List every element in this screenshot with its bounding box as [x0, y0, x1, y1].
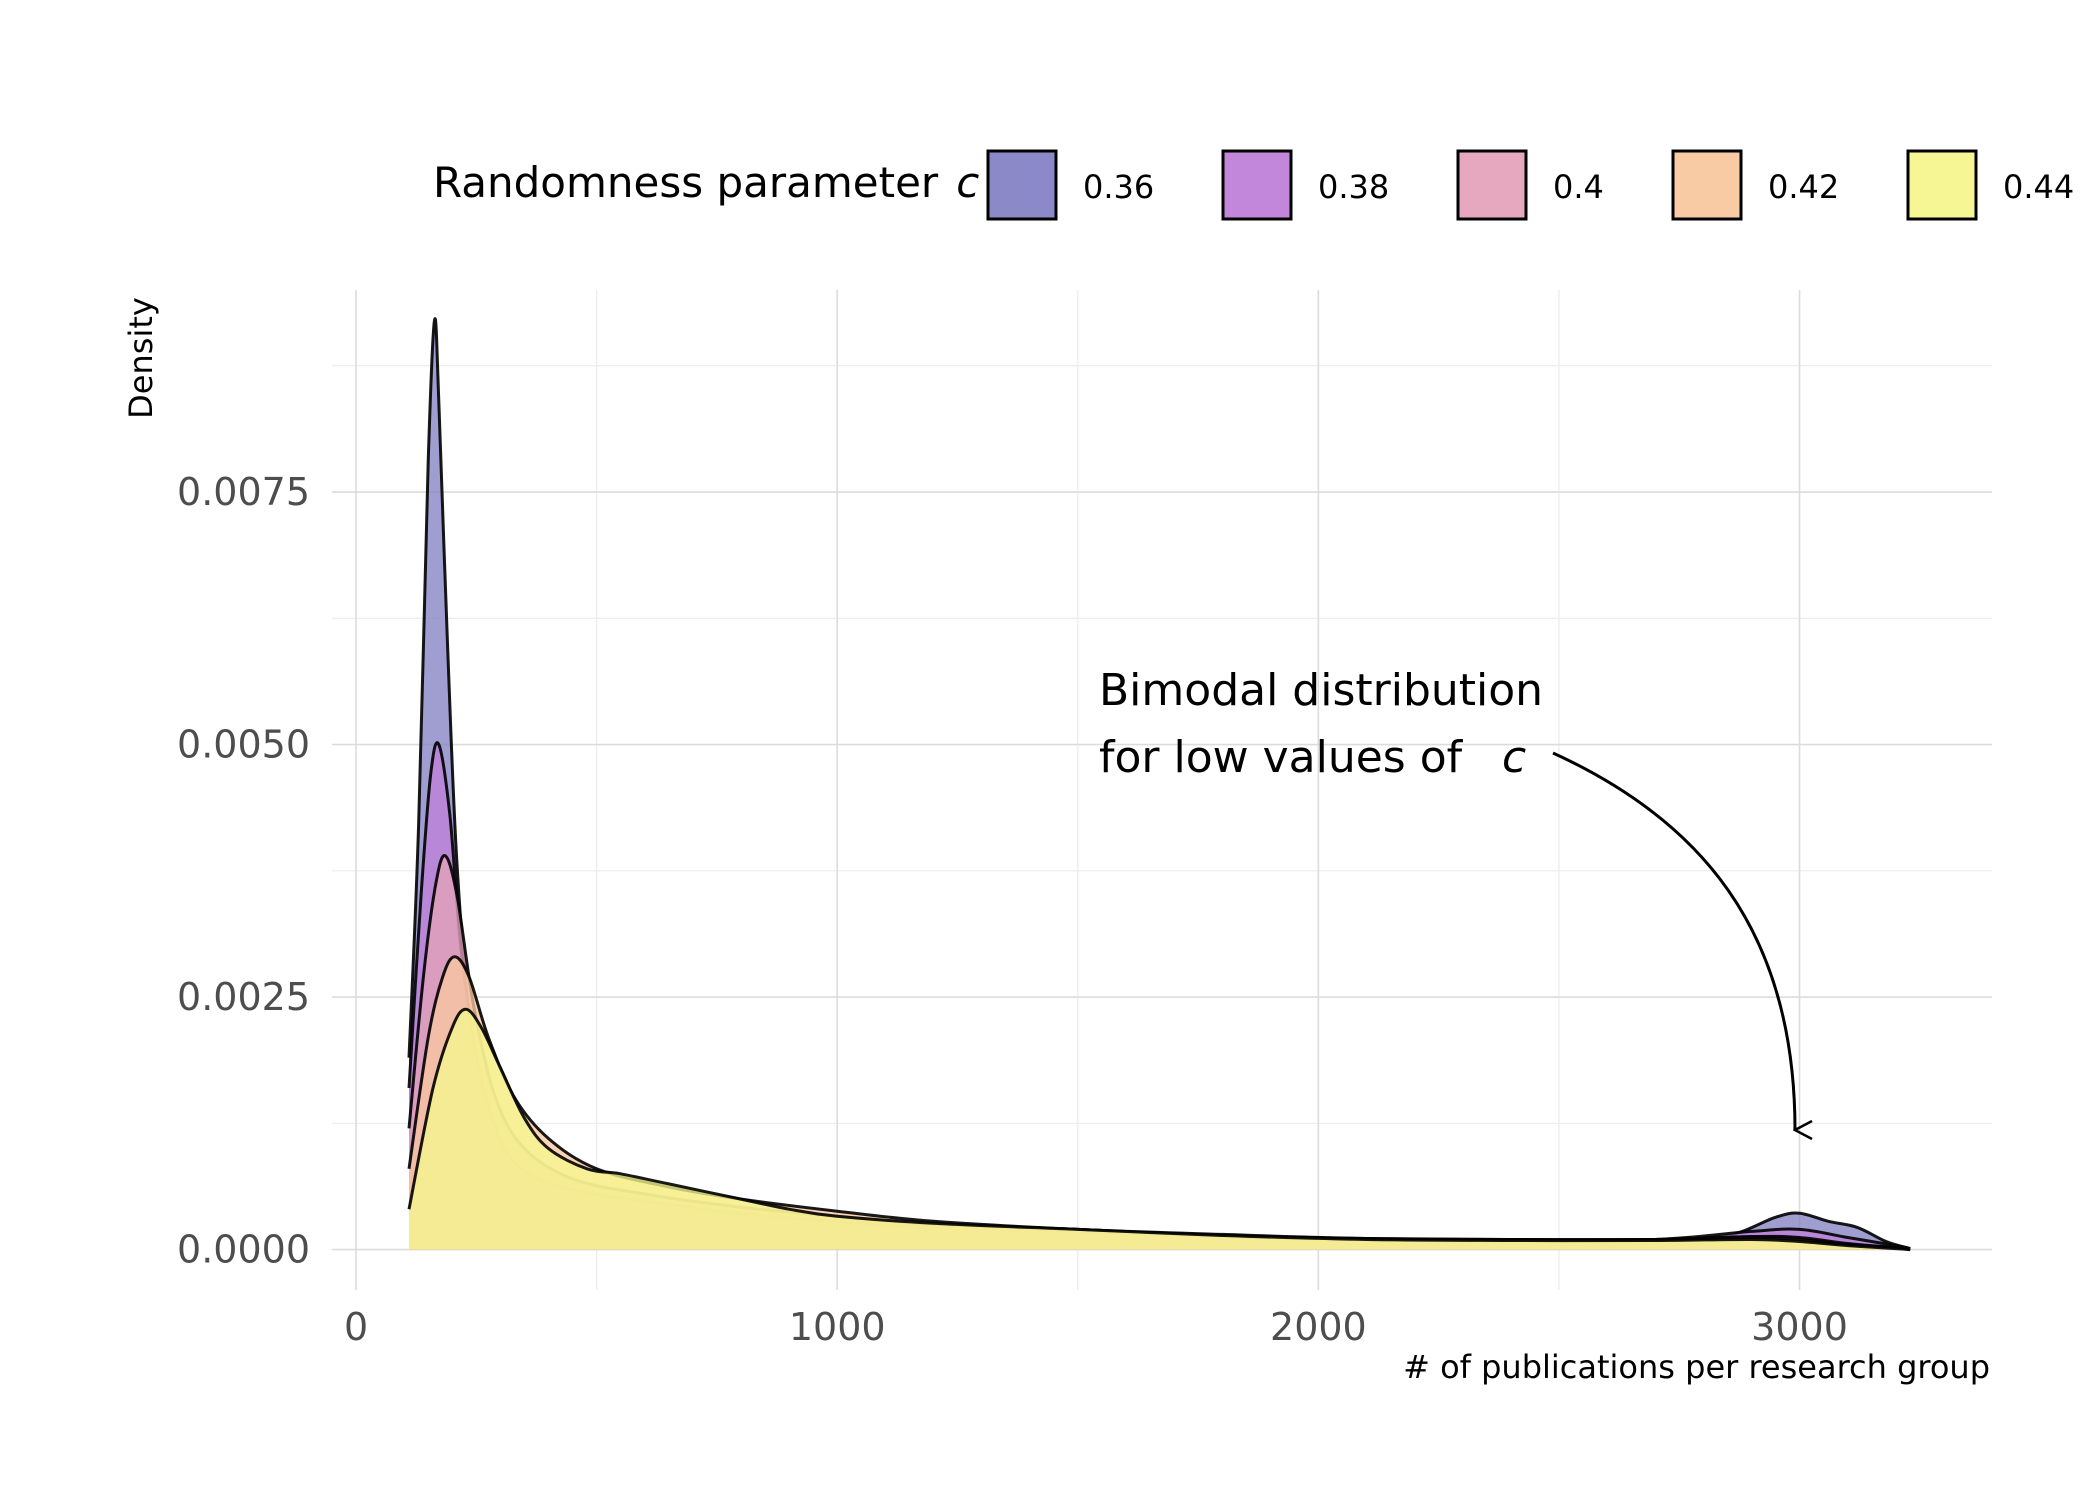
legend-label-0.36: 0.36 — [1083, 168, 1154, 206]
grid-lines — [332, 290, 1992, 1290]
x-tick-labels: 0 1000 2000 3000 — [344, 1305, 1848, 1349]
legend-label-0.38: 0.38 — [1318, 168, 1389, 206]
y-tick-label: 0.0025 — [177, 975, 310, 1019]
y-tick-label: 0.0000 — [177, 1228, 310, 1272]
density-line-0.38 — [407, 741, 1911, 1251]
annotation-arrow — [1552, 751, 1795, 1130]
y-tick-label: 0.0050 — [177, 723, 310, 767]
density-area-0.44 — [409, 1009, 1911, 1250]
annotation: Bimodal distribution for low values of c — [1099, 665, 1795, 1130]
legend-swatch-0.42 — [1671, 149, 1743, 221]
legend-label-0.42: 0.42 — [1768, 168, 1839, 206]
legend-label-0.44: 0.44 — [2003, 168, 2074, 206]
x-tick-label: 1000 — [789, 1305, 886, 1349]
legend-swatch-0.36 — [986, 149, 1058, 221]
y-axis-title: Density — [122, 297, 160, 419]
x-axis-title: # of publications per research group — [1403, 1348, 1990, 1386]
legend-swatch-0.44 — [1906, 149, 1978, 221]
density-area-0.36 — [409, 318, 1911, 1250]
annotation-line-2: for low values of — [1099, 732, 1464, 783]
x-tick-label: 0 — [344, 1305, 368, 1349]
x-tick-label: 2000 — [1270, 1305, 1367, 1349]
density-area-0.38 — [409, 742, 1911, 1250]
annotation-symbol: c — [1502, 732, 1526, 783]
legend-title-symbol: c — [956, 158, 979, 207]
legend-items: 0.36 0.38 0.4 0.42 0.44 — [986, 149, 2074, 221]
legend: Randomness parameter c 0.36 0.38 0.4 0.42 0.4… — [433, 149, 2074, 221]
annotation-line-1: Bimodal distribution — [1099, 665, 1543, 716]
legend-title: Randomness parameter c — [433, 158, 979, 207]
legend-swatch-0.4 — [1456, 149, 1528, 221]
legend-label-0.4: 0.4 — [1553, 168, 1604, 206]
y-tick-label: 0.0075 — [177, 470, 310, 514]
density-areas — [407, 317, 1911, 1252]
density-line-0.42 — [407, 955, 1911, 1252]
legend-swatch-0.38 — [1221, 149, 1293, 221]
x-tick-label: 3000 — [1751, 1305, 1848, 1349]
y-tick-labels: 0.0000 0.0025 0.0050 0.0075 — [177, 470, 310, 1272]
density-line-0.44 — [407, 1007, 1911, 1252]
legend-title-text: Randomness parameter — [433, 158, 939, 207]
density-line-0.36 — [407, 317, 1911, 1251]
